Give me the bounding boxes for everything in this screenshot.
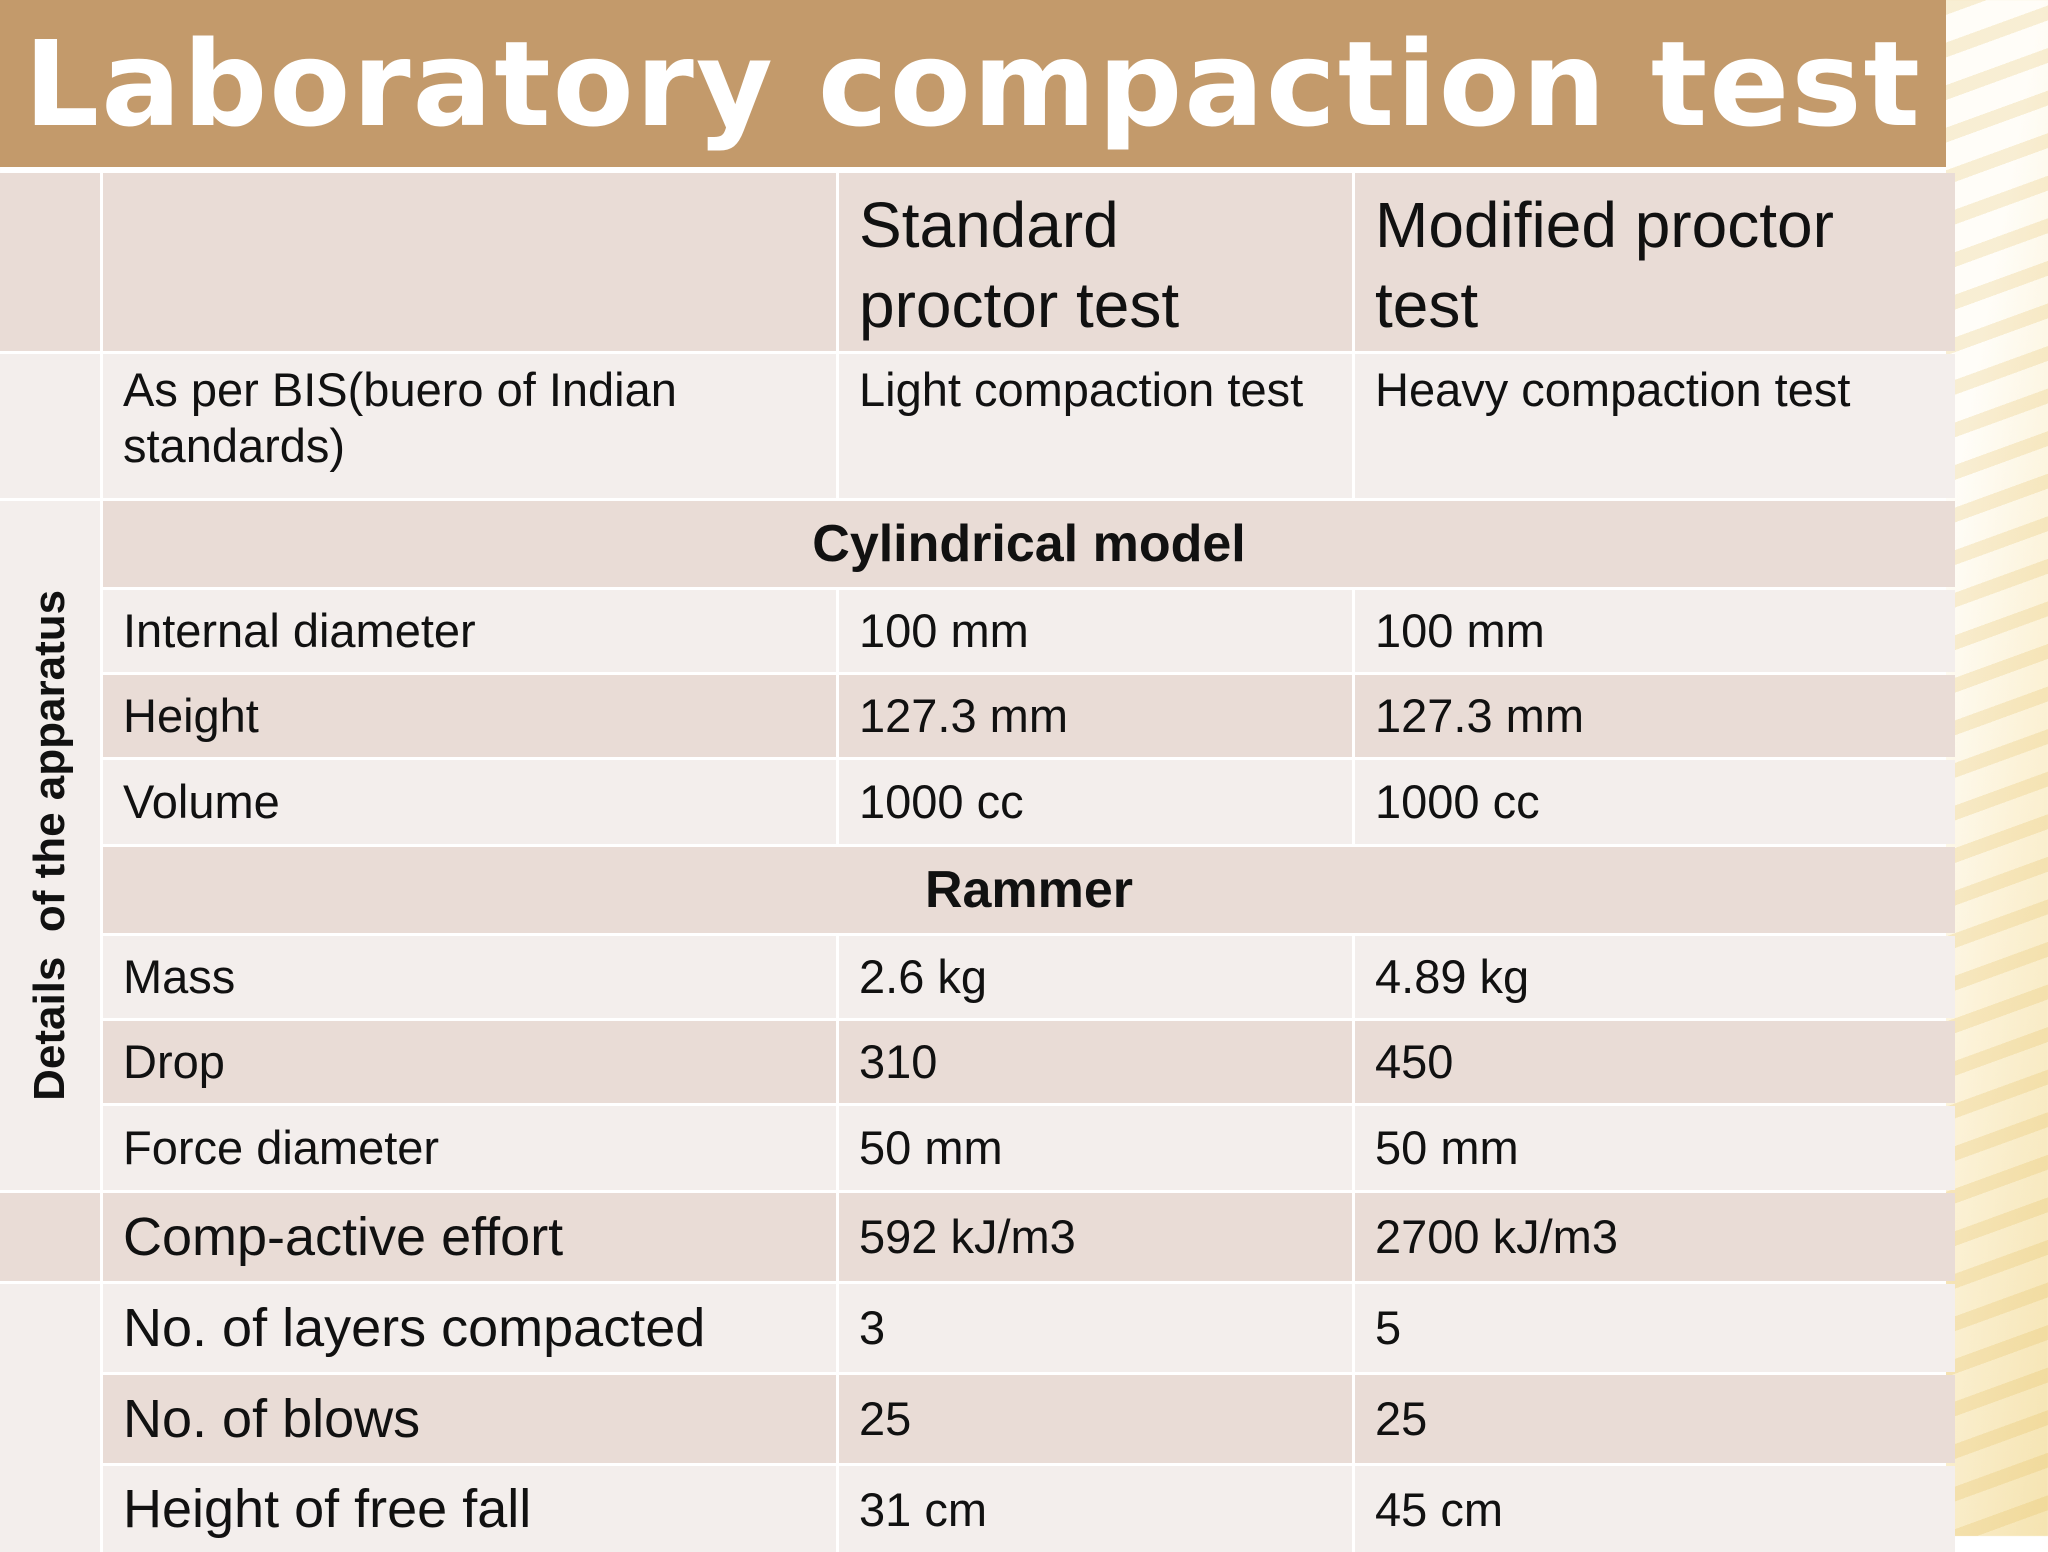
row-standard-value: 310 [839, 1021, 1352, 1103]
row-standard-value: 25 [839, 1375, 1352, 1463]
row-modified-value: 45 cm [1355, 1466, 1955, 1552]
row-bis-modified: Heavy compaction test [1355, 354, 1955, 498]
row-modified-value: 2700 kJ/m3 [1355, 1193, 1955, 1281]
row-modified-value: 50 mm [1355, 1106, 1955, 1190]
title-bar: Laboratory compaction test [0, 0, 1946, 167]
row-standard-value: 127.3 mm [839, 675, 1352, 757]
row-modified-value: 5 [1355, 1284, 1955, 1372]
row-label: No. of blows [103, 1375, 836, 1463]
row-modified-value: 450 [1355, 1021, 1955, 1103]
side-cell-empty [0, 1284, 100, 1552]
row-modified-value: 4.89 kg [1355, 936, 1955, 1018]
row-label: Comp-active effort [103, 1193, 836, 1281]
section-cylindrical-model: Cylindrical model [103, 501, 1955, 587]
row-label: Height of free fall [103, 1466, 836, 1552]
row-standard-value: 592 kJ/m3 [839, 1193, 1352, 1281]
row-label: Force diameter [103, 1106, 836, 1190]
background-decoration [1946, 0, 2048, 1536]
row-modified-value: 25 [1355, 1375, 1955, 1463]
section-rammer: Rammer [103, 847, 1955, 933]
row-standard-value: 2.6 kg [839, 936, 1352, 1018]
row-standard-value: 1000 cc [839, 760, 1352, 844]
page-title: Laboratory compaction test [24, 14, 1922, 153]
comparison-table: Standard proctor test Modified proctor t… [0, 173, 1955, 1552]
row-modified-value: 100 mm [1355, 590, 1955, 672]
row-label: Drop [103, 1021, 836, 1103]
side-cell-empty [0, 354, 100, 498]
side-label-text: Details of the apparatus [24, 589, 74, 1101]
row-label: Mass [103, 936, 836, 1018]
side-label-apparatus: Details of the apparatus [0, 501, 100, 1190]
row-standard-value: 3 [839, 1284, 1352, 1372]
row-label: No. of layers compacted [103, 1284, 836, 1372]
corner-cell [0, 173, 100, 351]
header-modified: Modified proctor test [1355, 173, 1955, 351]
row-standard-value: 100 mm [839, 590, 1352, 672]
row-standard-value: 31 cm [839, 1466, 1352, 1552]
row-label: Internal diameter [103, 590, 836, 672]
row-bis-label: As per BIS(buero of Indian standards) [103, 354, 836, 498]
row-modified-value: 1000 cc [1355, 760, 1955, 844]
row-bis-standard: Light compaction test [839, 354, 1352, 498]
header-standard: Standard proctor test [839, 173, 1352, 351]
side-cell-empty [0, 1193, 100, 1281]
row-label: Height [103, 675, 836, 757]
row-label: Volume [103, 760, 836, 844]
row-standard-value: 50 mm [839, 1106, 1352, 1190]
header-empty-cell [103, 173, 836, 351]
row-modified-value: 127.3 mm [1355, 675, 1955, 757]
